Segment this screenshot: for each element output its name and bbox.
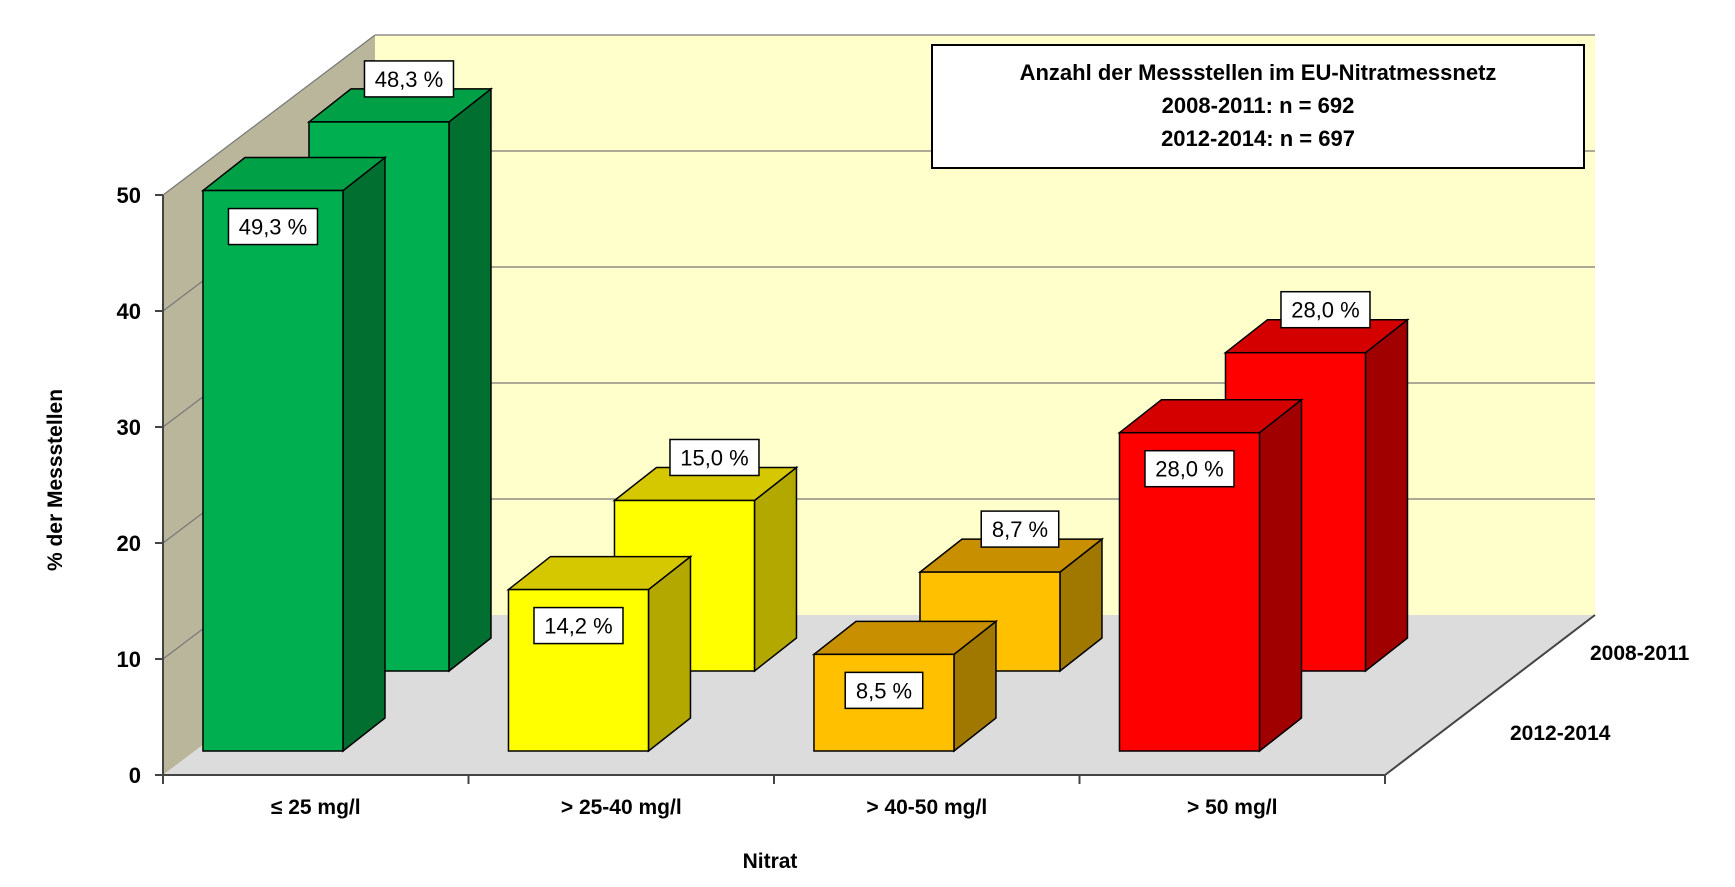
bar-front-0 — [200, 156, 388, 753]
bar-side — [342, 156, 386, 753]
y-tick-labels: 0 10 20 30 40 50 — [117, 183, 141, 788]
svg-text:15,0 %: 15,0 % — [680, 445, 749, 470]
x-tick-label: > 40-50 mg/l — [866, 796, 987, 819]
bar-side — [448, 87, 492, 673]
y-tick-label: 30 — [117, 415, 141, 440]
bar-side — [647, 555, 692, 753]
x-tick-label: > 25-40 mg/l — [561, 796, 682, 819]
svg-text:8,5 %: 8,5 % — [856, 678, 912, 703]
depth-label: 2008-2011 — [1590, 642, 1690, 665]
data-label: 28,0 % — [1144, 449, 1235, 488]
svg-text:8,7 %: 8,7 % — [992, 517, 1048, 542]
svg-text:49,3 %: 49,3 % — [239, 215, 308, 240]
x-tick-label: > 50 mg/l — [1187, 796, 1277, 819]
depth-labels: 2008-2011 2012-2014 — [1510, 642, 1690, 745]
legend-box: Anzahl der Messstellen im EU-Nitratmessn… — [931, 44, 1585, 169]
data-label: 8,5 % — [844, 671, 924, 710]
x-tick-label: ≤ 25 mg/l — [271, 796, 361, 819]
data-label: 15,0 % — [669, 438, 760, 477]
svg-text:14,2 %: 14,2 % — [544, 614, 613, 639]
y-axis-title: % der Messstellen — [44, 389, 67, 571]
legend-line-3: 2012-2014: n = 697 — [1161, 126, 1355, 151]
y-tick-label: 50 — [117, 183, 141, 208]
x-tick-labels: ≤ 25 mg/l > 25-40 mg/l > 40-50 mg/l > 50 mg… — [271, 796, 1278, 819]
bar-side — [753, 465, 798, 673]
depth-label: 2012-2014 — [1510, 722, 1611, 745]
axis-ticks — [155, 194, 1386, 784]
bar-front — [202, 189, 344, 752]
y-tick-label: 10 — [117, 647, 141, 672]
data-label: 48,3 % — [363, 60, 455, 98]
bar-side — [1258, 398, 1303, 753]
data-label: 49,3 % — [227, 207, 319, 246]
legend-line-2: 2008-2011: n = 692 — [1162, 93, 1355, 118]
svg-text:48,3 %: 48,3 % — [375, 67, 444, 92]
data-label: 28,0 % — [1280, 290, 1371, 329]
gridline-side — [162, 34, 376, 196]
bars-2012-2014: 49,3 % 14,2 % 8,5 % 28,0 % — [200, 156, 1304, 753]
y-tick-label: 0 — [129, 763, 141, 788]
svg-text:28,0 %: 28,0 % — [1155, 457, 1224, 482]
depth-axis-line — [1384, 614, 1596, 776]
data-label: 8,7 % — [980, 510, 1060, 548]
bar-front-1 — [506, 555, 693, 753]
y-tick-label: 40 — [117, 299, 141, 324]
y-tick-label: 20 — [117, 531, 141, 556]
legend-line-1: Anzahl der Messstellen im EU-Nitratmessn… — [1020, 60, 1497, 85]
x-axis-title: Nitrat — [743, 850, 798, 873]
bar-side — [1364, 318, 1409, 673]
svg-text:28,0 %: 28,0 % — [1291, 298, 1360, 323]
data-label: 14,2 % — [533, 606, 624, 645]
